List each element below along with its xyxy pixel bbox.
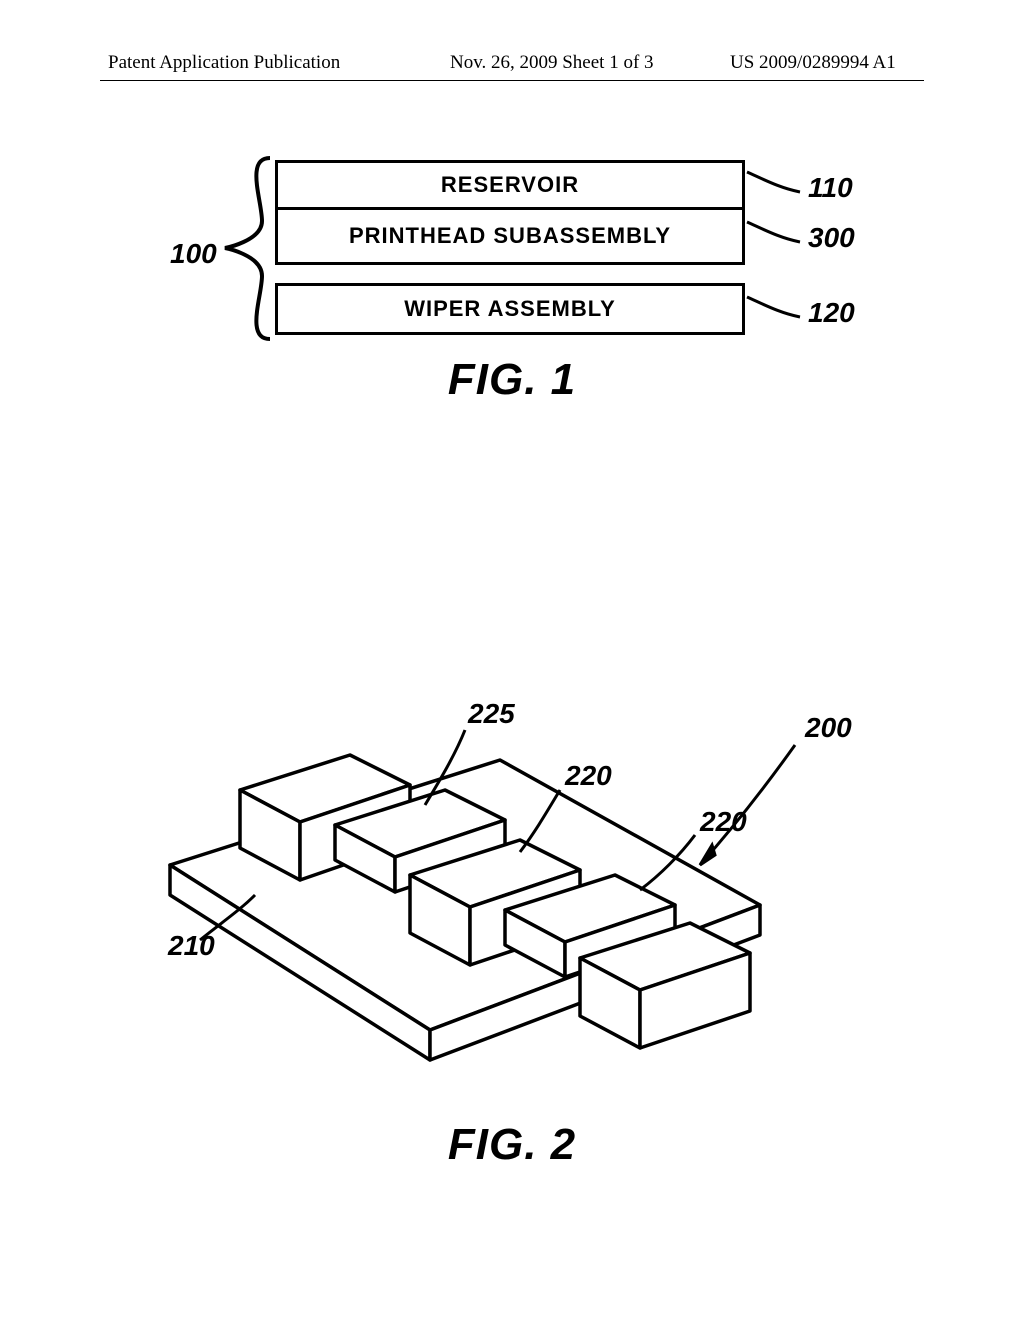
figure-2: 210 225 220 220 200 FIG. 2 xyxy=(0,640,1024,1180)
fig2-caption: FIG. 2 xyxy=(0,1120,1024,1170)
ref-200: 200 xyxy=(805,712,852,744)
fig2-drawing xyxy=(140,670,880,1100)
leader-120 xyxy=(745,295,805,320)
box-reservoir: RESERVOIR xyxy=(275,160,745,210)
box-wiper: WIPER ASSEMBLY xyxy=(275,283,745,335)
brace-icon xyxy=(220,156,275,341)
ref-220b: 220 xyxy=(700,806,747,838)
ref-120: 120 xyxy=(808,297,855,329)
ref-300: 300 xyxy=(808,222,855,254)
ref-210: 210 xyxy=(168,930,215,962)
figure-1: 100 RESERVOIR PRINTHEAD SUBASSEMBLY WIPE… xyxy=(0,150,1024,430)
header-right: US 2009/0289994 A1 xyxy=(730,52,896,74)
ref-100: 100 xyxy=(170,238,217,270)
ref-110: 110 xyxy=(808,172,853,204)
ref-225: 225 xyxy=(468,698,515,730)
header-rule xyxy=(100,80,924,81)
box-printhead: PRINTHEAD SUBASSEMBLY xyxy=(275,209,745,265)
fig1-boxes: RESERVOIR PRINTHEAD SUBASSEMBLY WIPER AS… xyxy=(275,160,745,335)
box-gap xyxy=(275,265,745,283)
page: Patent Application Publication Nov. 26, … xyxy=(0,0,1024,1320)
header-left: Patent Application Publication xyxy=(108,52,340,74)
fig1-caption: FIG. 1 xyxy=(0,355,1024,405)
leader-300 xyxy=(745,220,805,245)
ref-220a: 220 xyxy=(565,760,612,792)
header-mid: Nov. 26, 2009 Sheet 1 of 3 xyxy=(450,52,654,74)
leader-110 xyxy=(745,170,805,195)
